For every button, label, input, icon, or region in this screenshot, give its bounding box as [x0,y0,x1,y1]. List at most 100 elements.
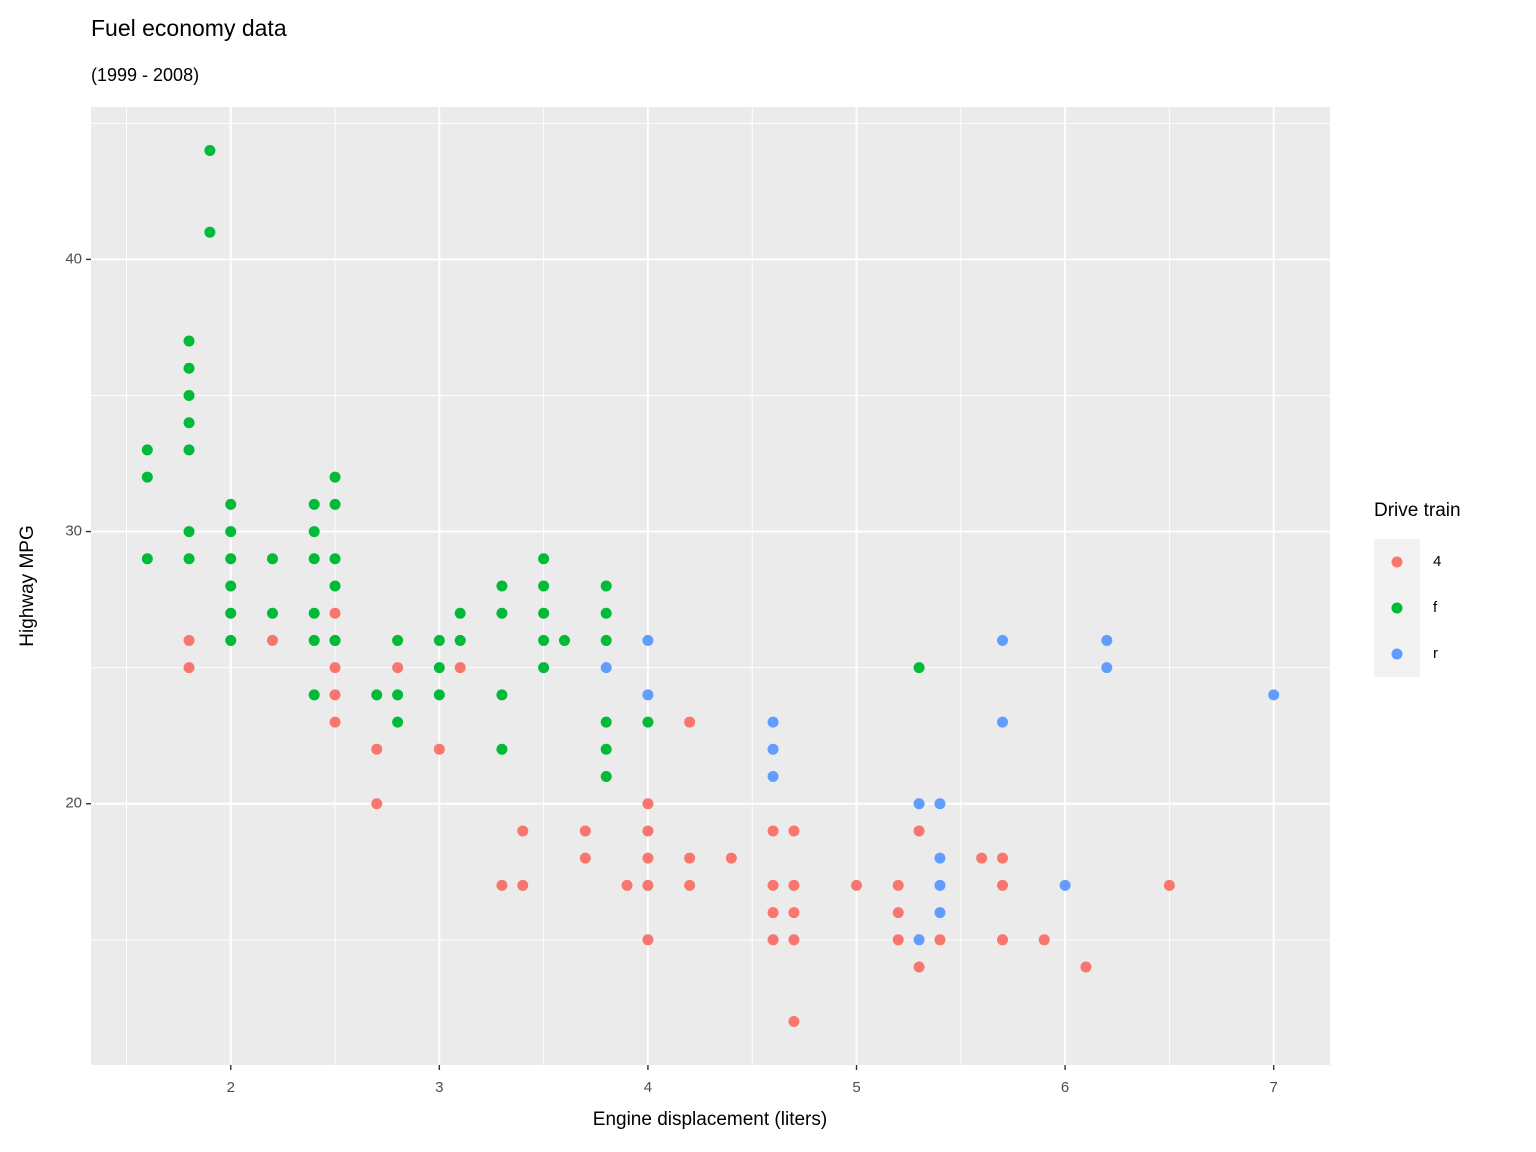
point [642,825,654,837]
point [308,607,320,619]
point [225,607,237,619]
point [371,689,383,701]
point [934,798,946,810]
point [579,825,591,837]
point [538,662,550,674]
point [1080,961,1092,973]
point [204,145,216,157]
point [496,879,508,891]
point [600,580,612,592]
point [600,634,612,646]
point [642,879,654,891]
point [496,580,508,592]
point [308,634,320,646]
point [183,362,195,374]
legend-key [1391,648,1403,660]
point [329,689,341,701]
y-axis-title: Highway MPG [17,525,38,646]
point [183,417,195,429]
point [642,852,654,864]
x-tick-label: 7 [1270,1079,1278,1096]
point [892,934,904,946]
point [1101,662,1113,674]
point [454,662,466,674]
point [392,716,404,728]
point [266,634,278,646]
point [913,662,925,674]
point [913,798,925,810]
point [997,716,1009,728]
point [1163,879,1175,891]
point [308,526,320,538]
point [767,934,779,946]
point [266,607,278,619]
point [183,553,195,565]
point [684,852,696,864]
point [642,716,654,728]
point [684,879,696,891]
point [371,798,383,810]
point [225,498,237,510]
point [141,471,153,483]
point [433,634,445,646]
point [308,689,320,701]
point [934,852,946,864]
point [308,553,320,565]
point [934,934,946,946]
point [433,689,445,701]
point [558,634,570,646]
point [308,498,320,510]
point [392,662,404,674]
point [183,634,195,646]
point [204,226,216,238]
x-tick-label: 3 [435,1079,443,1096]
point [892,879,904,891]
x-tick-label: 4 [644,1079,652,1096]
point [788,934,800,946]
legend-label: r [1433,645,1438,662]
y-tick-label: 40 [65,250,82,267]
point [496,607,508,619]
legend-label: f [1433,599,1438,616]
x-tick-label: 5 [852,1079,860,1096]
point [183,662,195,674]
point [913,961,925,973]
point [767,825,779,837]
point [141,553,153,565]
x-tick-label: 6 [1061,1079,1069,1096]
point [141,444,153,456]
point [1059,879,1071,891]
point [1038,934,1050,946]
point [892,907,904,919]
point [621,879,633,891]
legend-key [1391,556,1403,568]
point [329,471,341,483]
point [725,852,737,864]
point [788,825,800,837]
point [767,716,779,728]
point [225,526,237,538]
point [538,607,550,619]
point [1101,634,1113,646]
point [225,634,237,646]
point [329,580,341,592]
point [600,716,612,728]
point [600,607,612,619]
point [767,771,779,783]
point [454,607,466,619]
point [371,743,383,755]
legend-key [1391,602,1403,614]
point [329,716,341,728]
point [329,662,341,674]
point [788,1015,800,1027]
point [183,526,195,538]
point [183,389,195,401]
panel [91,107,1330,1065]
point [433,743,445,755]
point [642,689,654,701]
chart-title: Fuel economy data [91,15,287,41]
point [266,553,278,565]
point [329,634,341,646]
chart-subtitle: (1999 - 2008) [91,65,199,85]
